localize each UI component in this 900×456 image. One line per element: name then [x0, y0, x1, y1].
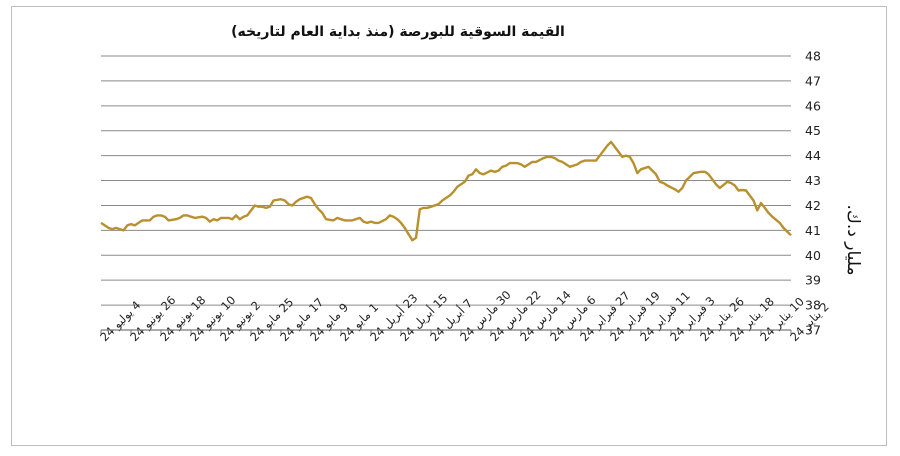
y-axis-label: مليار د.ك. — [843, 204, 863, 275]
series-line — [100, 140, 792, 242]
y-tick-label: 37 — [805, 323, 821, 338]
y-axis-ticks: 37 38 39 40 41 42 43 44 45 46 47 48 — [805, 49, 821, 338]
y-tick-label: 46 — [805, 98, 821, 113]
y-tick-label: 41 — [805, 223, 821, 238]
y-tick-label: 42 — [805, 198, 821, 213]
y-tick-label: 45 — [805, 123, 821, 138]
y-tick-label: 44 — [805, 148, 821, 163]
grid-lines — [101, 55, 791, 306]
chart-title: القيمة السوقية للبورصة (منذ بداية العام … — [231, 24, 565, 40]
y-tick-label: 48 — [805, 49, 821, 64]
y-tick-label: 38 — [805, 298, 821, 313]
chart-frame — [11, 6, 887, 446]
y-tick-label: 40 — [805, 248, 821, 263]
y-tick-label: 39 — [805, 273, 821, 288]
y-tick-label: 47 — [805, 73, 821, 88]
y-tick-label: 43 — [805, 173, 821, 188]
